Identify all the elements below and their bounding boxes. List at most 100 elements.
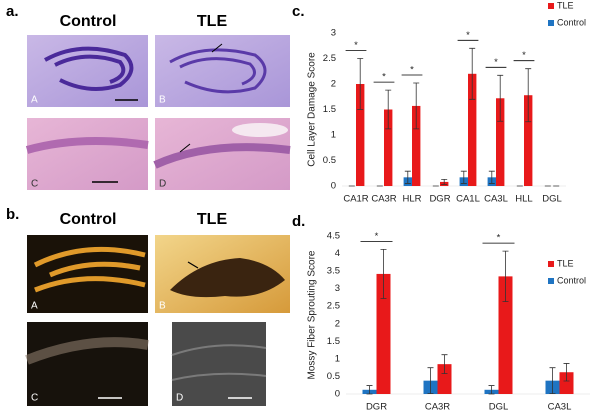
image-label: A	[31, 95, 38, 106]
legend-swatch	[548, 20, 554, 26]
bar	[468, 73, 477, 186]
legend-swatch	[548, 261, 554, 267]
x-tick-label: CA1L	[456, 194, 480, 205]
y-tick-label: 2	[335, 318, 340, 329]
significance-mark: *	[497, 233, 501, 244]
micrograph: C	[25, 118, 149, 190]
error-bar	[460, 170, 467, 184]
error-bar	[380, 248, 387, 299]
bar	[384, 109, 393, 186]
x-tick-label: DGR	[366, 402, 387, 413]
error-bar	[525, 68, 532, 123]
column-title: Control	[60, 13, 117, 30]
column-title: TLE	[197, 211, 228, 228]
image-label: B	[159, 95, 166, 106]
x-tick-label: DGL	[489, 402, 509, 413]
x-tick-label: DGL	[542, 194, 562, 205]
significance-mark: *	[466, 30, 470, 41]
bar	[376, 273, 391, 394]
significance-mark: *	[375, 231, 379, 242]
micrograph: A	[27, 235, 148, 313]
y-tick-label: 0	[331, 181, 336, 192]
image-label: D	[176, 393, 183, 404]
column-title: TLE	[197, 13, 228, 30]
panel-label: c.	[292, 3, 305, 20]
error-bar	[488, 385, 495, 395]
y-tick-label: 1.5	[323, 104, 336, 115]
y-tick-label: 3.5	[327, 266, 340, 277]
error-bar	[441, 178, 448, 185]
y-tick-label: 4	[335, 248, 340, 259]
image-label: B	[159, 301, 166, 312]
x-tick-label: CA3R	[371, 194, 396, 205]
significance-mark: *	[494, 57, 498, 68]
micrograph: B	[155, 235, 290, 313]
bar	[437, 364, 452, 394]
micrograph: D	[153, 118, 291, 190]
error-bar	[385, 89, 392, 130]
legend-swatch	[548, 278, 554, 284]
column-title: Control	[60, 211, 117, 228]
y-tick-label: 0.5	[323, 155, 336, 166]
error-bar	[366, 385, 373, 395]
y-tick-label: 2.5	[327, 301, 340, 312]
error-bar	[497, 74, 504, 122]
micrograph: D	[171, 322, 267, 406]
error-bar	[563, 363, 570, 382]
bar	[496, 98, 505, 186]
y-tick-label: 3	[335, 283, 340, 294]
legend-label: Control	[557, 17, 586, 27]
x-tick-label: CA3R	[425, 402, 450, 413]
y-tick-label: 0	[335, 389, 340, 400]
significance-mark: *	[354, 40, 358, 51]
x-tick-label: HLR	[402, 194, 421, 205]
significance-mark: *	[522, 50, 526, 61]
error-bar	[549, 367, 556, 395]
legend-label: Control	[557, 275, 586, 285]
x-tick-label: CA3L	[548, 402, 572, 413]
image-label: C	[31, 179, 38, 190]
image-label: C	[31, 393, 38, 404]
x-tick-label: CA3L	[484, 194, 508, 205]
significance-mark: *	[382, 72, 386, 83]
error-bar	[404, 170, 411, 184]
legend-label: TLE	[557, 258, 574, 268]
y-tick-label: 1	[331, 130, 336, 141]
x-tick-label: HLL	[515, 194, 532, 205]
panel-label: a.	[6, 3, 19, 20]
error-bar	[488, 170, 495, 184]
bar	[412, 105, 421, 186]
image-label: D	[159, 179, 166, 190]
micrograph: B	[155, 35, 290, 107]
legend-swatch	[548, 3, 554, 9]
y-tick-label: 3	[331, 28, 336, 39]
y-tick-label: 1	[335, 353, 340, 364]
error-bar	[441, 354, 448, 375]
legend-label: TLE	[557, 0, 574, 10]
bar	[498, 276, 513, 394]
bar	[524, 95, 533, 186]
bar	[559, 372, 574, 394]
error-bar	[413, 82, 420, 130]
x-tick-label: CA1R	[343, 194, 368, 205]
image-label: A	[31, 301, 38, 312]
micrograph: A	[27, 35, 148, 107]
y-tick-label: 0.5	[327, 371, 340, 382]
micrograph: C	[25, 322, 149, 406]
bar	[356, 84, 365, 186]
y-tick-label: 4.5	[327, 231, 340, 242]
y-axis-title: Cell Layer Damage Score	[307, 52, 318, 167]
error-bar	[502, 250, 509, 303]
significance-mark: *	[410, 64, 414, 75]
error-bar	[357, 58, 364, 110]
y-tick-label: 2.5	[323, 53, 336, 64]
panel-label: d.	[292, 213, 305, 230]
panel-label: b.	[6, 206, 19, 223]
error-bar	[427, 367, 434, 395]
x-tick-label: DGR	[429, 194, 450, 205]
y-tick-label: 1.5	[327, 336, 340, 347]
y-axis-title: Mossy Fiber Sprouting Score	[307, 250, 318, 379]
y-tick-label: 2	[331, 79, 336, 90]
error-bar	[469, 47, 476, 100]
